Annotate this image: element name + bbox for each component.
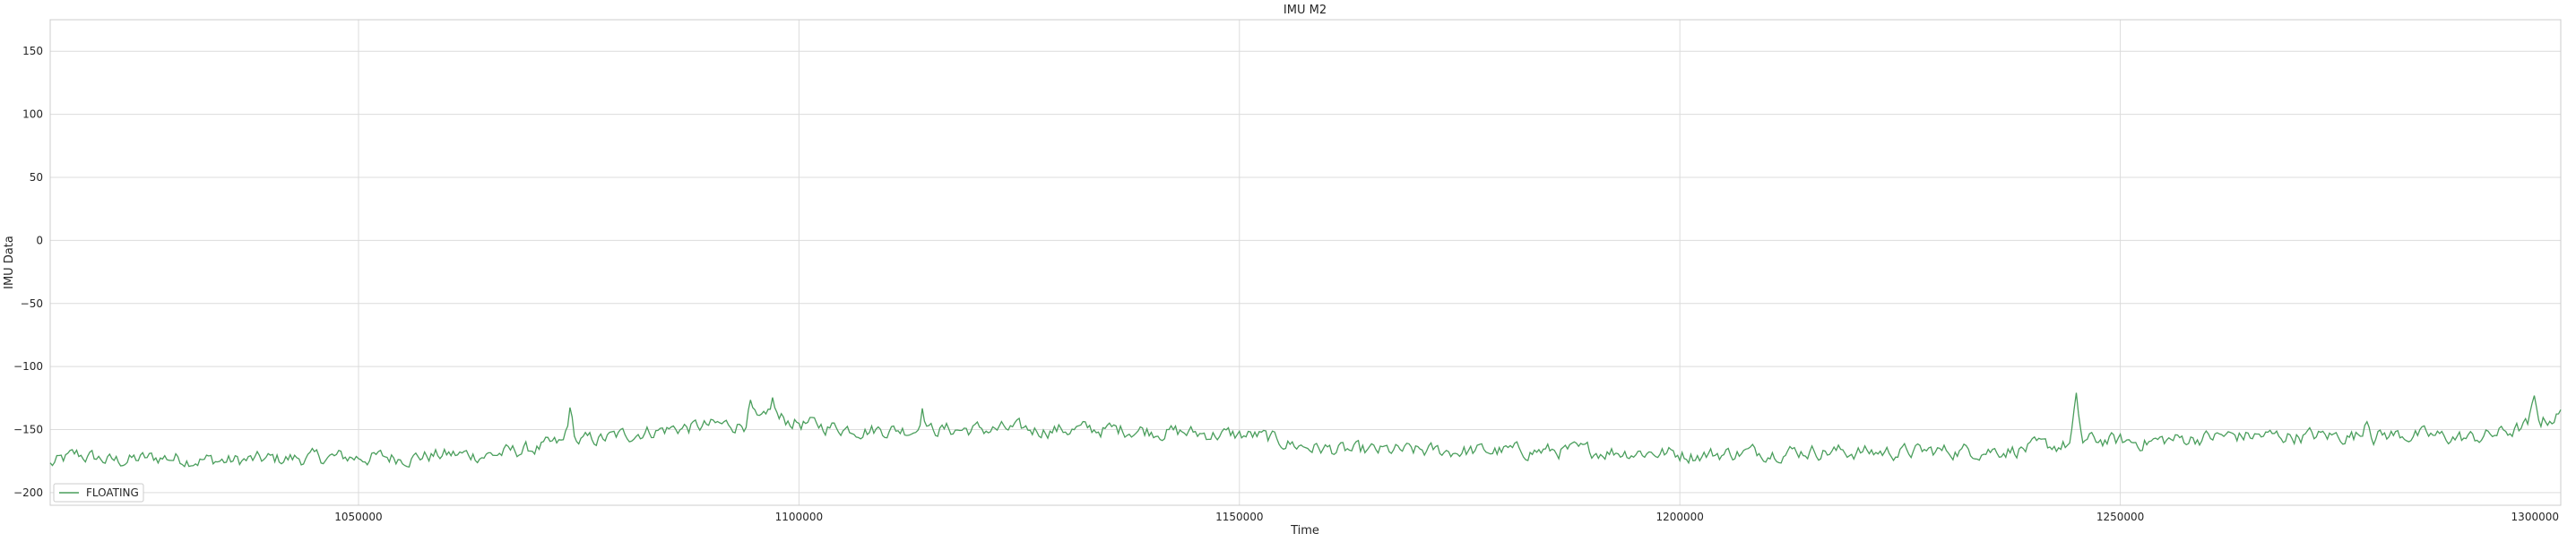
y-tick-label: −200 [13,486,43,499]
legend[interactable]: FLOATING [53,483,144,503]
x-tick-label: 1150000 [1215,511,1263,523]
y-tick-label: −50 [21,297,43,310]
series-line-floating [49,392,2562,468]
plot-background [50,20,2561,505]
x-tick-label: 1100000 [775,511,823,523]
legend-label-floating: FLOATING [86,486,139,499]
x-tick-label: 1250000 [2096,511,2144,523]
legend-box [53,483,144,503]
x-tick-label: 1050000 [334,511,382,523]
y-tick-label: −150 [13,424,43,436]
y-tick-label: 50 [30,171,43,184]
y-tick-label: 0 [36,234,43,246]
series-group [49,392,2562,468]
y-tick-label: −100 [13,360,43,373]
x-tick-label: 1300000 [2511,511,2559,523]
x-axis-label: Time [1290,524,1319,538]
tick-labels: −200 −150 −100 −50 0 50 100 150 1050000 1100000 11… [13,45,2559,523]
chart-title: IMU M2 [1284,4,1327,17]
x-tick-label: 1200000 [1655,511,1703,523]
y-tick-label: 100 [22,108,43,121]
y-tick-label: 150 [22,45,43,57]
plot-frame [49,19,2562,506]
y-axis-label: IMU Data [3,236,16,289]
